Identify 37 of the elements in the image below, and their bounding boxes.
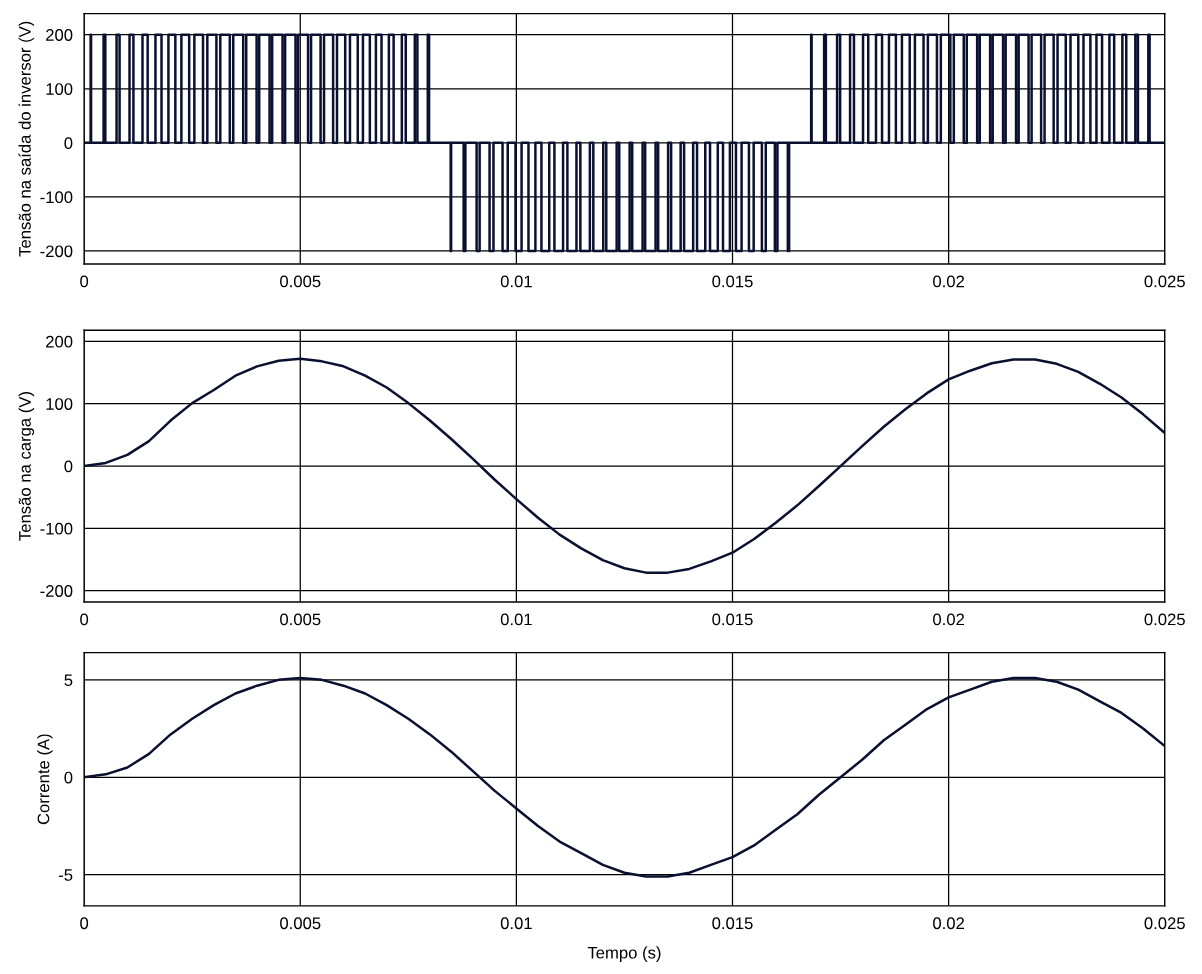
- line-series: [84, 676, 1165, 878]
- y-tick-label: 0: [64, 137, 73, 150]
- y-tick-label: -100: [40, 191, 73, 204]
- y-tick-label: 100: [46, 398, 73, 410]
- y-tick-label: 100: [46, 83, 73, 95]
- x-tick-label: 0.025: [1144, 275, 1185, 288]
- y-axis-title: Corrente (A): [37, 734, 53, 825]
- y-axis-title: Tensão na carga (V): [18, 392, 35, 541]
- y-axis-title: Tensão na saída do inversor (V): [18, 21, 35, 257]
- x-tick-label: 0.02: [933, 275, 964, 288]
- x-tick-label: 0.025: [1144, 613, 1185, 626]
- y-tick-label: -5: [58, 869, 73, 881]
- y-tick-label: -200: [40, 245, 73, 258]
- y-tick-label: 200: [46, 29, 73, 41]
- x-tick-label: 0: [80, 613, 89, 626]
- x-tick-label: 0.01: [500, 917, 532, 930]
- x-tick-label: 0.015: [712, 917, 753, 930]
- x-tick-label: 0: [80, 917, 89, 930]
- x-tick-label: 0.02: [933, 613, 964, 626]
- x-tick-label: 0: [80, 275, 89, 288]
- x-tick-label: 0.01: [500, 275, 532, 288]
- x-tick-label: 0.015: [712, 613, 753, 626]
- y-tick-label: 0: [64, 460, 73, 473]
- x-tick-label: 0.015: [712, 275, 753, 288]
- x-tick-label: 0.025: [1144, 917, 1185, 930]
- y-tick-label: 0: [64, 771, 73, 784]
- y-tick-label: 5: [64, 674, 73, 687]
- line-series: [84, 357, 1165, 574]
- y-tick-label: -100: [40, 522, 73, 535]
- y-tick-label: 200: [46, 335, 73, 348]
- x-tick-label: 0.01: [500, 613, 532, 626]
- x-tick-label: 0.005: [280, 275, 321, 288]
- x-tick-label: 0.02: [933, 917, 964, 930]
- x-tick-label: 0.005: [280, 917, 321, 930]
- x-tick-label: 0.005: [280, 613, 321, 626]
- y-tick-label: -200: [40, 585, 73, 597]
- x-axis-title: Tempo (s): [587, 946, 661, 962]
